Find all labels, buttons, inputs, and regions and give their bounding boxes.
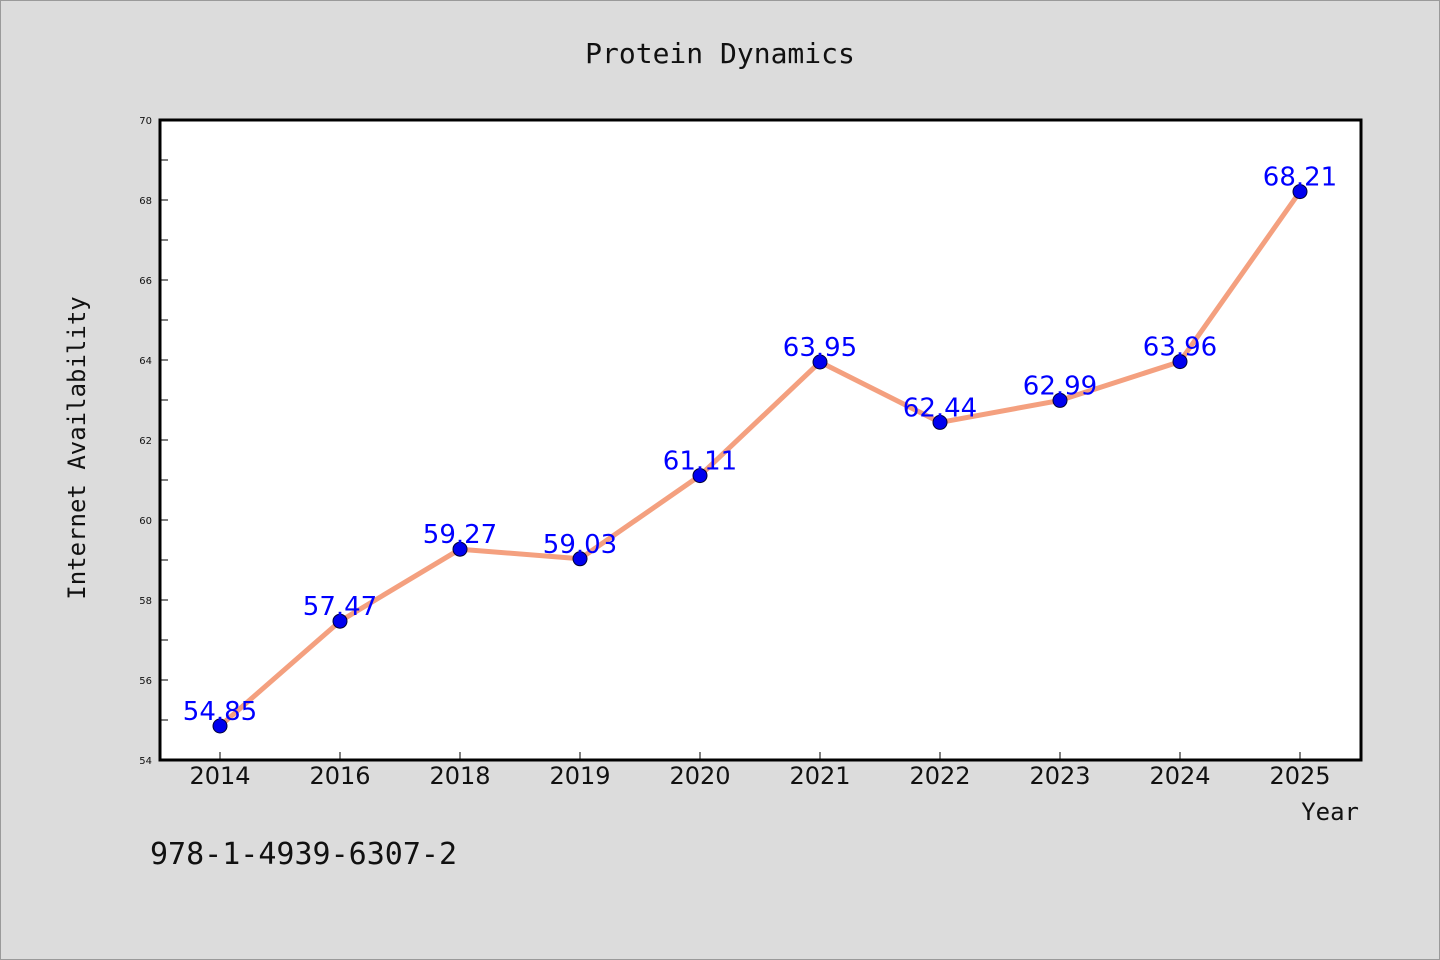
data-label: 63.96 <box>1143 333 1217 363</box>
data-label: 54.85 <box>183 697 257 727</box>
data-label: 59.27 <box>423 520 497 550</box>
data-label: 59.03 <box>543 530 617 560</box>
x-tick-label: 2016 <box>309 762 370 790</box>
series-line <box>217 189 1303 729</box>
y-tick-label: 68 <box>139 196 152 207</box>
x-tick-label: 2023 <box>1029 762 1090 790</box>
y-tick-label: 70 <box>139 116 152 127</box>
data-label: 57.47 <box>303 592 377 622</box>
y-tick-label: 64 <box>139 356 152 367</box>
data-point <box>932 414 948 430</box>
data-point <box>212 718 228 734</box>
data-point <box>572 551 588 567</box>
x-axis: 2014 2016 2018 2019 2020 2021 2022 2023 2024 2025 <box>189 752 1331 790</box>
plot-area <box>158 118 1363 762</box>
data-labels-group: 54.85 57.47 59.27 59.03 61.11 63.95 62.44 62.99… <box>183 163 1337 727</box>
x-tick-label: 2025 <box>1269 762 1330 790</box>
data-label: 61.11 <box>663 447 737 477</box>
x-tick-label: 2021 <box>789 762 850 790</box>
isbn-annotation: 978-1-4939-6307-2 <box>150 837 457 872</box>
y-tick-label: 66 <box>139 276 152 287</box>
data-point <box>1292 184 1308 200</box>
y-tick-label: 56 <box>139 676 152 687</box>
data-label: 63.95 <box>783 333 857 363</box>
x-tick-label: 2019 <box>549 762 610 790</box>
data-label: 62.99 <box>1023 371 1097 401</box>
data-point <box>692 468 708 484</box>
x-tick-label: 2024 <box>1149 762 1210 790</box>
data-point <box>1172 354 1188 370</box>
y-tick-label: 62 <box>139 436 152 447</box>
y-tick-label: 60 <box>139 516 152 527</box>
series-line-group <box>217 189 1303 729</box>
markers-group <box>212 184 1308 734</box>
chart-title: Protein Dynamics <box>585 37 855 70</box>
data-label: 68.21 <box>1263 163 1337 193</box>
x-tick-label: 2018 <box>429 762 490 790</box>
x-axis-label: Year <box>1301 798 1359 826</box>
y-tick-label: 54 <box>139 756 152 767</box>
y-tick-label: 58 <box>139 596 152 607</box>
y-axis: 54 56 58 60 62 64 66 68 70 <box>139 116 168 767</box>
data-label: 62.44 <box>903 393 977 423</box>
x-tick-label: 2022 <box>909 762 970 790</box>
data-point <box>812 354 828 370</box>
y-axis-label: Internet Availability <box>63 296 91 599</box>
x-tick-label: 2020 <box>669 762 730 790</box>
data-point <box>332 613 348 629</box>
data-point <box>452 541 468 557</box>
x-tick-label: 2014 <box>189 762 250 790</box>
data-point <box>1052 392 1068 408</box>
